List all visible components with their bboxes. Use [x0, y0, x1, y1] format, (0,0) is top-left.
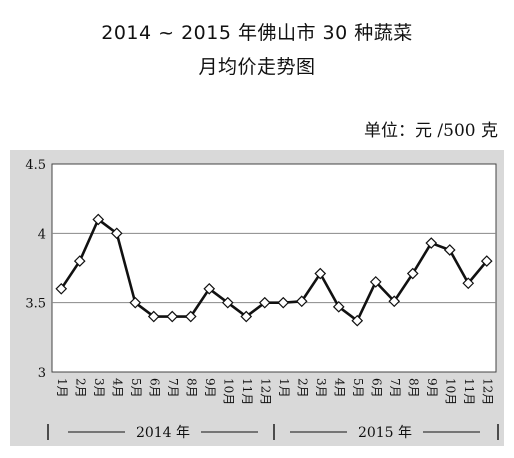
data-point — [369, 276, 382, 288]
data-point — [462, 277, 475, 290]
x-tick-label: 3月 — [92, 378, 106, 398]
x-tick-label: 8月 — [406, 378, 420, 398]
data-point — [73, 255, 86, 267]
unit-label: 单位：元 /500 克 — [364, 121, 498, 141]
x-tick-label: 6月 — [369, 378, 383, 398]
data-point — [203, 282, 216, 295]
group-label: 2014 年 — [136, 425, 190, 441]
y-tick-label: 3 — [38, 366, 46, 381]
chart-title: 2014 ~ 2015 年佛山市 30 种蔬菜 — [101, 22, 413, 44]
x-tick-label: 10月 — [443, 378, 457, 405]
data-point — [277, 296, 290, 309]
y-tick-label: 4.5 — [25, 158, 46, 173]
data-point — [166, 310, 179, 323]
y-tick-label: 3.5 — [25, 297, 46, 312]
chart-subtitle: 月均价走势图 — [198, 56, 316, 78]
x-tick-label: 9月 — [425, 378, 439, 398]
y-tick-label: 4 — [38, 227, 46, 242]
plot-area — [51, 163, 497, 373]
x-tick-label: 11月 — [462, 378, 476, 405]
data-point — [480, 255, 493, 267]
x-tick-label: 2月 — [295, 378, 309, 398]
data-point — [314, 267, 327, 280]
x-tick-label: 7月 — [166, 378, 180, 398]
x-tick-label: 3月 — [314, 378, 328, 398]
data-point — [351, 314, 364, 327]
x-tick-label: 6月 — [147, 378, 161, 398]
x-tick-label: 1月 — [277, 378, 291, 398]
x-tick-label: 10月 — [221, 378, 235, 405]
data-point — [332, 300, 345, 313]
data-point — [110, 227, 123, 240]
x-tick-label: 2月 — [73, 378, 87, 398]
data-point — [295, 295, 308, 308]
x-tick-label: 11月 — [240, 378, 254, 405]
data-point — [443, 244, 456, 256]
x-tick-label: 4月 — [110, 378, 124, 398]
data-point — [55, 282, 68, 295]
data-point — [92, 213, 105, 226]
data-point — [184, 310, 197, 323]
x-tick-label: 8月 — [184, 378, 198, 398]
data-point — [425, 237, 438, 249]
group-label: 2015 年 — [358, 425, 412, 441]
data-point — [240, 310, 253, 323]
x-tick-label: 1月 — [55, 378, 69, 398]
x-tick-label: 12月 — [480, 378, 494, 405]
series-line — [60, 218, 488, 322]
data-point — [388, 295, 401, 308]
data-point — [221, 296, 234, 309]
data-point — [129, 296, 142, 309]
data-point — [147, 310, 160, 323]
x-tick-label: 5月 — [129, 378, 143, 398]
x-tick-label: 9月 — [203, 378, 217, 398]
x-tick-label: 12月 — [258, 378, 272, 405]
x-tick-label: 7月 — [388, 378, 402, 398]
x-tick-label: 5月 — [351, 378, 365, 398]
x-tick-label: 4月 — [332, 378, 346, 398]
data-point — [258, 296, 271, 309]
data-point — [406, 267, 419, 280]
